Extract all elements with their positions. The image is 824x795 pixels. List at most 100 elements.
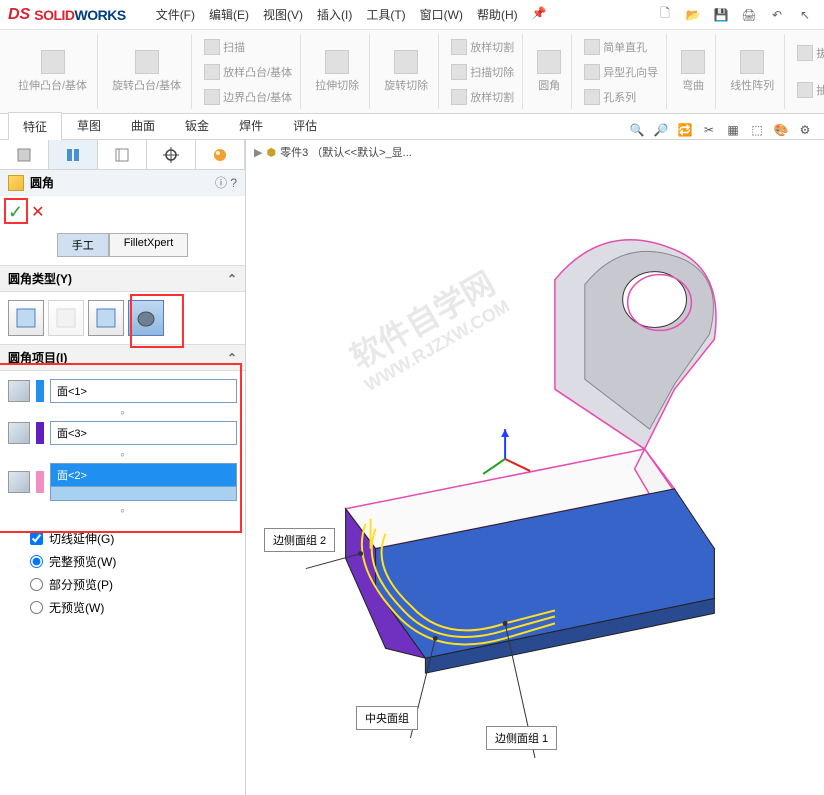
model-view[interactable]: [256, 170, 814, 788]
section-type[interactable]: 圆角类型(Y) ⌃: [0, 265, 245, 292]
menu-window[interactable]: 窗口(W): [420, 6, 463, 23]
fillet-icon: [8, 175, 24, 191]
sweep-button[interactable]: 扫描: [202, 38, 294, 56]
breadcrumb[interactable]: ▶ ⬢ 零件3 （默认<<默认>_显...: [254, 144, 412, 160]
simple-hole-button[interactable]: 简单直孔: [582, 38, 660, 56]
loft-cut-button[interactable]: 放样切割: [449, 38, 516, 56]
type-face[interactable]: [88, 300, 124, 336]
draft-button[interactable]: 拔模: [795, 44, 824, 62]
separator-dot: ◦: [8, 449, 237, 459]
graphics-viewport[interactable]: ▶ ⬢ 零件3 （默认<<默认>_显... 软件自学网 WWW.RJZXW.CO…: [246, 140, 824, 795]
tab-evaluate[interactable]: 评估: [278, 111, 332, 139]
tab-features[interactable]: 特征: [8, 112, 62, 140]
type-full-round[interactable]: [128, 300, 164, 336]
callout-side2[interactable]: 边侧面组 2: [264, 528, 335, 552]
view-orient-icon[interactable]: ⬚: [748, 121, 766, 139]
mode-row: 手工 FilletXpert: [0, 229, 245, 265]
mode-filletxpert[interactable]: FilletXpert: [109, 233, 189, 257]
opt-tangent[interactable]: 切线延伸(G): [30, 527, 237, 550]
feature-header: 圆角 ⓘ ?: [0, 170, 245, 196]
items-section: 面<1> ◦ 面<3> ◦ 面<2> ◦: [0, 371, 245, 519]
face-icon: [8, 471, 30, 493]
extrude-cut-button[interactable]: 拉伸切除: [311, 48, 363, 95]
chevron-right-icon: ▶: [254, 146, 262, 159]
loft-button[interactable]: 放样凸台/基体: [202, 63, 294, 81]
help-icon[interactable]: ⓘ ?: [215, 174, 237, 191]
face1-field[interactable]: 面<1>: [50, 379, 237, 403]
revolve-boss-button[interactable]: 旋转凸台/基体: [108, 48, 185, 95]
save-icon[interactable]: 💾: [710, 4, 732, 26]
select-icon[interactable]: ↖: [794, 4, 816, 26]
chevron-up-icon: ⌃: [227, 272, 237, 286]
separator-dot: ◦: [8, 505, 237, 515]
prev-view-icon[interactable]: 🔁: [676, 121, 694, 139]
print-icon[interactable]: 🖨: [738, 4, 760, 26]
panel-tab-dim[interactable]: [147, 140, 196, 169]
menu-help[interactable]: 帮助(H): [477, 6, 518, 23]
view-toolbar: 🔍 🔎 🔁 ✂ ▦ ⬚ 🎨 ⚙: [628, 121, 824, 139]
ok-button[interactable]: ✓: [8, 202, 23, 223]
logo-text: SOLIDWORKS: [34, 7, 125, 23]
color-swatch: [36, 471, 44, 493]
menu-file[interactable]: 文件(F): [156, 6, 195, 23]
tab-sheetmetal[interactable]: 钣金: [170, 111, 224, 139]
command-tabs: 特征 草图 曲面 钣金 焊件 评估 🔍 🔎 🔁 ✂ ▦ ⬚ 🎨 ⚙: [0, 114, 824, 140]
color-swatch: [36, 380, 44, 402]
revolve-cut-button[interactable]: 旋转切除: [380, 48, 432, 95]
flex-button[interactable]: 弯曲: [677, 48, 709, 95]
face3-field[interactable]: 面<3>: [50, 421, 237, 445]
face2-field-extra[interactable]: [50, 487, 237, 501]
tab-weldments[interactable]: 焊件: [224, 111, 278, 139]
sweep-cut-button[interactable]: 扫描切除: [449, 63, 516, 81]
extrude-boss-button[interactable]: 拉伸凸台/基体: [14, 48, 91, 95]
panel-tabs: [0, 140, 245, 170]
feature-title: 圆角: [30, 174, 54, 191]
face2-field[interactable]: 面<2>: [50, 463, 237, 487]
zoom-fit-icon[interactable]: 🔍: [628, 121, 646, 139]
mode-manual[interactable]: 手工: [57, 233, 109, 257]
fillet-type-row: [0, 292, 245, 344]
opt-partial-preview[interactable]: 部分预览(P): [30, 573, 237, 596]
menu-tools[interactable]: 工具(T): [366, 6, 405, 23]
open-icon[interactable]: 📂: [682, 4, 704, 26]
type-variable[interactable]: [48, 300, 84, 336]
panel-tab-feature[interactable]: [0, 140, 49, 169]
new-icon[interactable]: 🗋: [654, 4, 676, 26]
panel-tab-config[interactable]: [98, 140, 147, 169]
tab-sketch[interactable]: 草图: [62, 111, 116, 139]
zoom-area-icon[interactable]: 🔎: [652, 121, 670, 139]
menu-edit[interactable]: 编辑(E): [209, 6, 249, 23]
boundary-button[interactable]: 边界凸台/基体: [202, 88, 294, 106]
display-style-icon[interactable]: ▦: [724, 121, 742, 139]
callout-center[interactable]: 中央面组: [356, 706, 418, 730]
confirm-row: ✓ ✕: [0, 196, 245, 229]
section-view-icon[interactable]: ✂: [700, 121, 718, 139]
color-swatch: [36, 422, 44, 444]
app-logo: DS SOLIDWORKS: [8, 6, 126, 24]
panel-tab-appear[interactable]: [196, 140, 245, 169]
tab-surfaces[interactable]: 曲面: [116, 111, 170, 139]
type-constant[interactable]: [8, 300, 44, 336]
linear-pattern-button[interactable]: 线性阵列: [726, 48, 778, 95]
shell-button[interactable]: 抽壳: [795, 81, 824, 99]
hole-wizard-button[interactable]: 异型孔向导: [582, 63, 660, 81]
view-settings-icon[interactable]: ⚙: [796, 121, 814, 139]
opt-no-preview[interactable]: 无预览(W): [30, 596, 237, 619]
opt-full-preview[interactable]: 完整预览(W): [30, 550, 237, 573]
menu-bar: 文件(F) 编辑(E) 视图(V) 插入(I) 工具(T) 窗口(W) 帮助(H…: [156, 6, 547, 23]
hole-series-button[interactable]: 孔系列: [582, 88, 660, 106]
callout-side1[interactable]: 边侧面组 1: [486, 726, 557, 750]
panel-tab-property[interactable]: [49, 140, 98, 169]
fillet-button[interactable]: 圆角: [533, 48, 565, 95]
menu-insert[interactable]: 插入(I): [317, 6, 352, 23]
menu-view[interactable]: 视图(V): [263, 6, 303, 23]
section-items[interactable]: 圆角项目(I) ⌃: [0, 344, 245, 371]
cancel-button[interactable]: ✕: [31, 202, 44, 223]
scene-icon[interactable]: 🎨: [772, 121, 790, 139]
face-set-2-row: 面<2>: [8, 463, 237, 501]
title-bar: DS SOLIDWORKS 文件(F) 编辑(E) 视图(V) 插入(I) 工具…: [0, 0, 824, 30]
loft-cut2-button[interactable]: 放样切割: [449, 88, 516, 106]
logo-ds: DS: [8, 6, 30, 24]
pin-icon[interactable]: 📌: [532, 6, 547, 23]
undo-icon[interactable]: ↶: [766, 4, 788, 26]
